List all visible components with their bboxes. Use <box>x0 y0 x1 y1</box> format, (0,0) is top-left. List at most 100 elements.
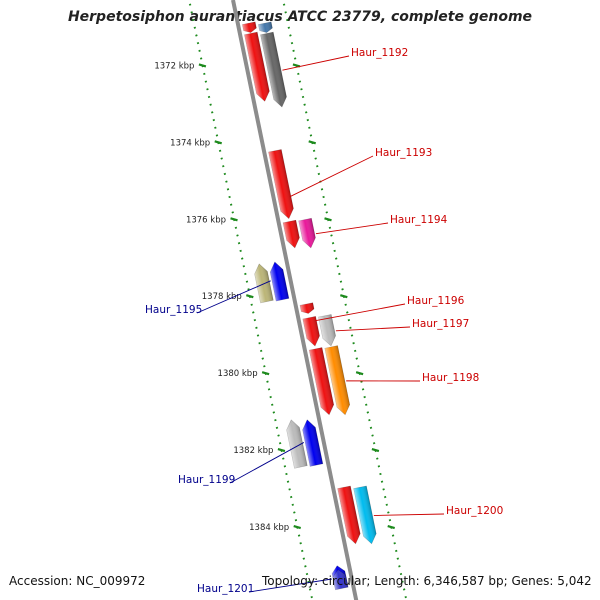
minor-tick-left <box>247 288 250 291</box>
minor-tick-right <box>385 503 389 506</box>
minor-tick-left <box>263 365 266 368</box>
minor-tick-right <box>395 549 398 553</box>
minor-tick-right <box>331 242 335 245</box>
gene-Haur_1201[interactable] <box>332 568 349 591</box>
gene-label[interactable]: Haur_1193 <box>375 147 432 159</box>
gene-shading <box>302 419 323 467</box>
genome-backbone <box>231 0 359 600</box>
minor-tick-right <box>316 165 319 168</box>
minor-tick-right <box>383 495 387 499</box>
gene-label[interactable]: Haur_1199 <box>178 474 235 486</box>
minor-tick-left <box>225 180 228 183</box>
gene-Haur_1198[interactable] <box>324 345 352 416</box>
gene-shading <box>268 149 294 219</box>
minor-tick-left <box>301 549 304 553</box>
gene-shading <box>318 314 336 346</box>
major-tick-right <box>355 371 364 376</box>
minor-tick-right <box>382 488 385 491</box>
scale-label: 1372 kbp <box>154 61 194 71</box>
minor-tick-left <box>252 311 255 314</box>
gene-label[interactable]: Haur_1194 <box>390 214 448 226</box>
gene-shading <box>309 347 334 415</box>
minor-tick-right <box>312 149 316 152</box>
minor-tick-left <box>278 442 282 445</box>
gene-Haur_1199[interactable] <box>301 419 324 467</box>
minor-tick-left <box>285 472 288 476</box>
minor-tick-left <box>286 480 290 483</box>
minor-tick-right <box>368 418 371 422</box>
gene-Haur_1200[interactable] <box>353 485 378 545</box>
gene-Haur_1193[interactable] <box>268 149 296 220</box>
gene-g-top-2[interactable] <box>258 21 273 34</box>
gene-label[interactable]: Haur_1198 <box>422 372 479 384</box>
minor-tick-left <box>226 188 230 191</box>
gene-Haur_1197[interactable] <box>318 314 337 347</box>
minor-tick-left <box>228 195 231 199</box>
gene-Haur_1195[interactable] <box>268 261 290 302</box>
minor-tick-right <box>398 565 401 568</box>
minor-tick-right <box>314 157 317 160</box>
gene-label[interactable]: Haur_1197 <box>412 318 469 330</box>
label-leader <box>289 155 374 198</box>
minor-tick-right <box>350 334 354 337</box>
minor-tick-left <box>308 588 312 591</box>
major-tick-left <box>198 63 207 68</box>
minor-tick-left <box>259 349 263 353</box>
minor-tick-right <box>300 88 303 91</box>
minor-tick-right <box>308 126 311 129</box>
label-leader <box>282 55 350 71</box>
minor-tick-right <box>399 572 403 576</box>
major-tick-right <box>340 294 348 299</box>
minor-tick-left <box>218 149 222 152</box>
minor-tick-right <box>301 95 305 99</box>
minor-tick-left <box>258 342 261 345</box>
gene-Haur_1199a[interactable] <box>285 419 308 469</box>
gene-shading <box>254 263 274 303</box>
gene-shading <box>283 220 300 248</box>
gene-Haur_1192a[interactable] <box>244 31 271 102</box>
gene-Haur_1196[interactable] <box>299 302 315 315</box>
minor-tick-left <box>277 434 280 437</box>
minor-tick-left <box>256 334 260 337</box>
minor-tick-left <box>192 18 195 22</box>
gene-shading <box>298 218 316 248</box>
minor-tick-left <box>269 395 272 399</box>
gene-Haur_1195a[interactable] <box>253 263 274 304</box>
minor-tick-left <box>223 172 227 176</box>
gene-shading <box>258 21 273 33</box>
major-tick-left <box>230 217 238 222</box>
gene-g-top-1[interactable] <box>242 21 257 34</box>
minor-tick-left <box>212 118 216 122</box>
gene-Haur_1198a[interactable] <box>308 347 335 417</box>
minor-tick-left <box>310 595 313 599</box>
gene-label[interactable]: Haur_1192 <box>351 47 408 59</box>
major-tick-right <box>324 217 332 222</box>
minor-tick-right <box>323 203 327 206</box>
gene-Haur_1192[interactable] <box>260 31 289 108</box>
minor-tick-left <box>240 257 244 260</box>
scale-label: 1378 kbp <box>202 292 242 302</box>
gene-label[interactable]: Haur_1196 <box>407 295 465 307</box>
minor-tick-right <box>371 434 374 437</box>
major-tick-right <box>292 63 301 68</box>
gene-label[interactable]: Haur_1201 <box>197 583 254 595</box>
minor-tick-left <box>188 3 192 6</box>
gene-label[interactable]: Haur_1195 <box>145 304 202 316</box>
minor-tick-right <box>334 257 338 260</box>
minor-tick-right <box>290 41 294 45</box>
minor-tick-right <box>363 395 366 399</box>
scale-label: 1380 kbp <box>218 369 258 379</box>
minor-tick-left <box>288 488 291 491</box>
minor-tick-left <box>203 72 206 76</box>
gene-Haur_1194[interactable] <box>298 217 318 249</box>
minor-tick-left <box>195 34 198 37</box>
gene-Haur_1197a[interactable] <box>302 316 322 347</box>
minor-tick-right <box>380 480 384 483</box>
gene-label[interactable]: Haur_1200 <box>446 505 503 517</box>
gene-Haur_1194a[interactable] <box>282 219 301 249</box>
minor-tick-left <box>242 265 246 268</box>
gene-Haur_1200a[interactable] <box>337 485 362 545</box>
minor-tick-left <box>207 95 211 99</box>
gene-shading <box>270 261 289 301</box>
